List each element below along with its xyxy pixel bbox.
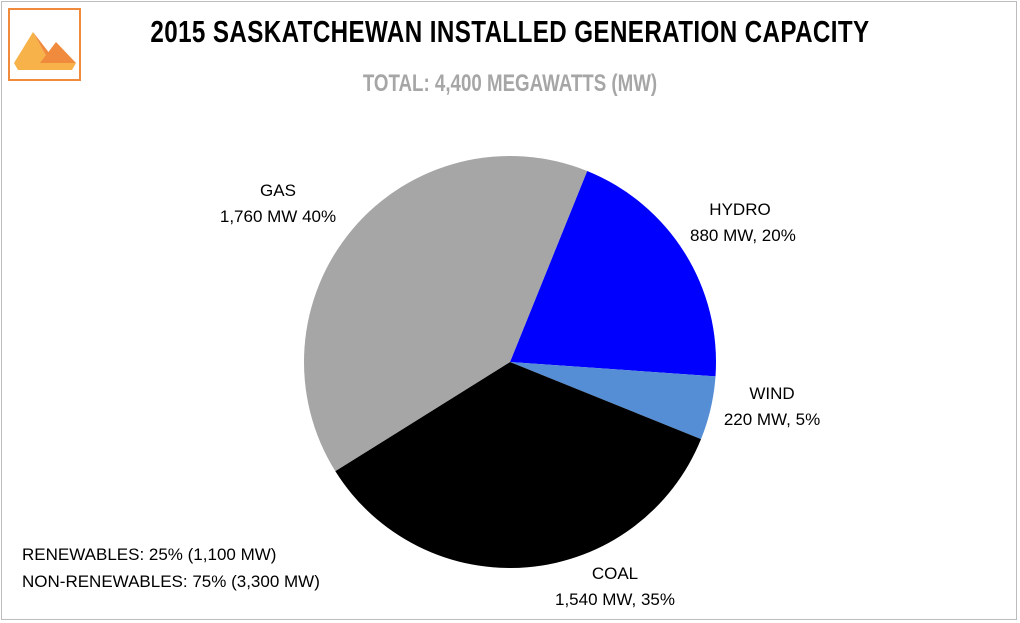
- slice-label-coal-value: 1,540 MW, 35%: [555, 590, 676, 609]
- slice-label-wind: WIND 220 MW, 5%: [722, 381, 822, 433]
- slice-label-hydro: HYDRO 880 MW, 20%: [690, 197, 796, 249]
- chart-title: 2015 SASKATCHEWAN INSTALLED GENERATION C…: [150, 14, 870, 49]
- slice-label-wind-name: WIND: [749, 384, 795, 403]
- slice-label-gas: GAS 1,760 MW 40%: [218, 178, 338, 230]
- slice-label-coal: COAL 1,540 MW, 35%: [555, 561, 675, 613]
- pie-slice-hydro: [510, 171, 717, 377]
- renewables-note: RENEWABLES: 25% (1,100 MW): [22, 545, 277, 564]
- slice-label-gas-name: GAS: [260, 181, 296, 200]
- slice-label-coal-name: COAL: [591, 564, 639, 583]
- pie-slice-gas: [303, 155, 588, 472]
- triangle-logo-icon: [14, 32, 76, 70]
- chart-subtitle: TOTAL: 4,400 MEGAWATTS (MW): [362, 70, 658, 97]
- slice-label-wind-value: 220 MW, 5%: [723, 410, 821, 429]
- pie-slice-wind: [510, 362, 716, 440]
- slice-label-hydro-name: HYDRO: [709, 200, 771, 219]
- slice-label-gas-value: 1,760 MW 40%: [219, 207, 337, 226]
- slice-label-hydro-value: 880 MW, 20%: [690, 226, 796, 245]
- logo-icon: [8, 8, 81, 81]
- non-renewables-note: NON-RENEWABLES: 75% (3,300 MW): [22, 572, 320, 591]
- pie-slice-coal: [335, 362, 701, 569]
